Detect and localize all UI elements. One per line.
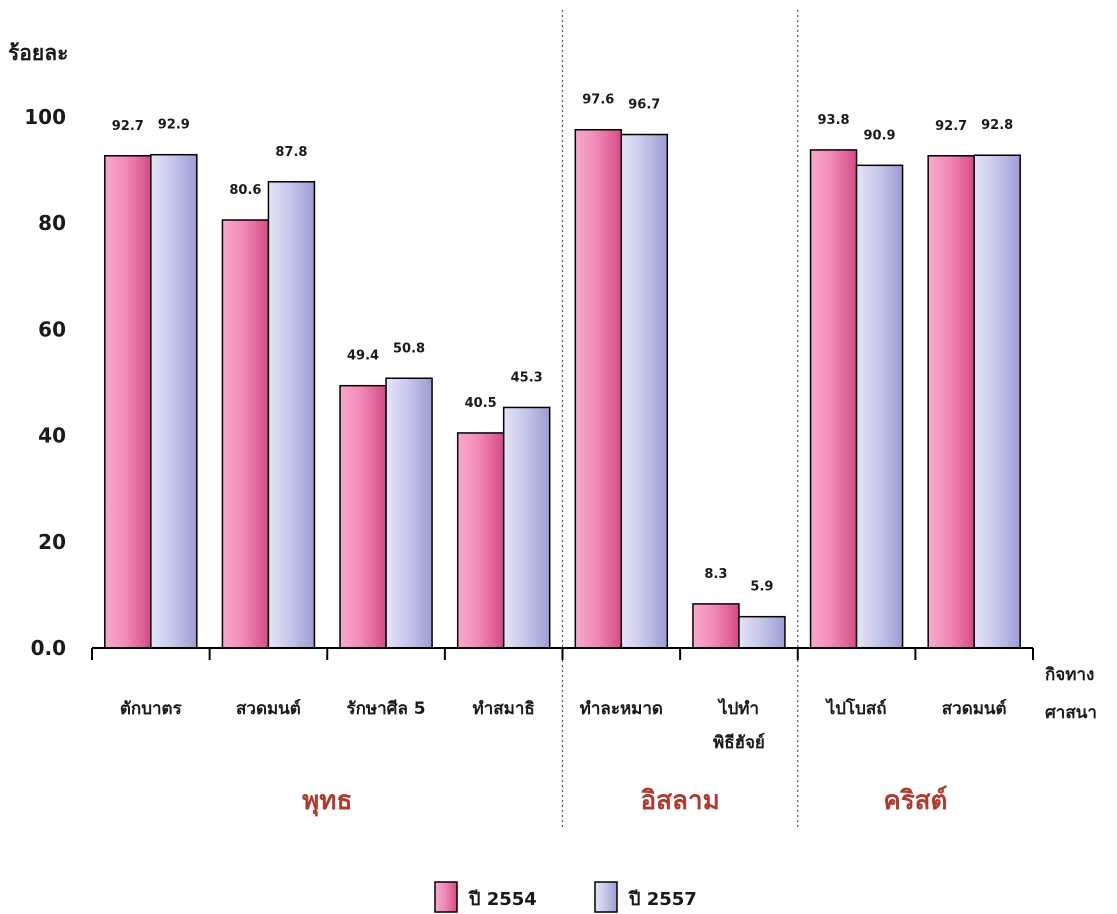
x-axis-ticks [91, 648, 1034, 660]
bar-2557 [385, 377, 433, 649]
category-label: สวดมนต์ [236, 698, 301, 719]
category-label: ตักบาตร [120, 699, 183, 719]
bar-2554 [809, 149, 858, 649]
group-separators [561, 10, 799, 828]
data-label: 96.7 [628, 98, 660, 113]
legend-swatch [594, 881, 618, 913]
category-label: พิธีฮัจย์ [713, 732, 765, 753]
category-label: ไปโบสถ์ [825, 698, 887, 719]
y-tick-label: 40 [38, 424, 66, 448]
y-axis: 0.0 20 40 60 80 100 [24, 105, 66, 660]
data-label: 92.9 [158, 118, 190, 133]
data-label: 45.3 [511, 370, 543, 385]
data-label: 40.5 [465, 396, 497, 411]
group-labels: พุทธ อิสลาม คริสต์ [302, 785, 947, 817]
legend: ปี 2554 ปี 2557 [434, 881, 697, 913]
data-label: 5.9 [750, 580, 773, 595]
y-tick-label: 0.0 [31, 636, 66, 660]
category-label: ทำสมาธิ [473, 699, 535, 719]
data-label: 8.3 [704, 567, 727, 582]
x-axis-label-line2: ศาสนา [1045, 703, 1097, 723]
bar-2557 [738, 615, 786, 649]
data-label: 50.8 [393, 341, 425, 356]
bar-2554 [574, 128, 623, 649]
group-label: คริสต์ [883, 785, 947, 816]
legend-label: ปี 2554 [468, 889, 537, 910]
data-label: 92.8 [981, 118, 1013, 133]
bar-2554 [692, 603, 740, 649]
group-label: พุทธ [302, 786, 352, 817]
data-label: 87.8 [275, 145, 307, 160]
bar-2557 [150, 153, 198, 649]
data-label: 93.8 [818, 113, 850, 128]
category-label: ไปทำ [717, 698, 759, 719]
category-label: สวดมนต์ [942, 698, 1007, 719]
bar-2554 [339, 384, 387, 649]
data-label: 80.6 [229, 183, 261, 198]
bar-2554 [456, 432, 505, 649]
bar-2557 [973, 154, 1021, 649]
category-label: ทำละหมาด [580, 699, 663, 719]
data-label: 90.9 [864, 128, 896, 143]
category-label: รักษาศีล 5 [346, 698, 425, 719]
bar-2557 [502, 406, 551, 649]
bar-2554 [221, 219, 270, 649]
bar-2557 [267, 181, 316, 649]
y-tick-label: 60 [38, 317, 66, 341]
y-axis-label: ร้อยละ [8, 41, 68, 65]
data-label: 97.6 [582, 93, 614, 108]
bar-2557 [620, 133, 669, 649]
category-labels: ตักบาตร สวดมนต์ รักษาศีล 5 ทำสมาธิ ทำละหมาด ไ… [120, 698, 1007, 753]
bar-2554 [104, 155, 152, 649]
group-label: อิสลาม [641, 786, 720, 816]
y-tick-label: 100 [24, 105, 66, 129]
bar-2554 [927, 155, 975, 649]
y-tick-label: 20 [38, 530, 66, 554]
data-label: 92.7 [935, 119, 967, 134]
legend-label: ปี 2557 [628, 889, 697, 910]
legend-swatch [434, 881, 458, 913]
data-label: 49.4 [347, 349, 379, 364]
y-tick-label: 80 [38, 211, 66, 235]
data-label: 92.7 [112, 119, 144, 134]
bar-2557 [855, 164, 904, 649]
x-axis-label-line1: กิจทาง [1045, 665, 1094, 685]
data-labels: 92.7 80.6 49.4 40.5 97.6 8.3 93.8 92.7 92.9 87.8 5… [112, 93, 1013, 595]
